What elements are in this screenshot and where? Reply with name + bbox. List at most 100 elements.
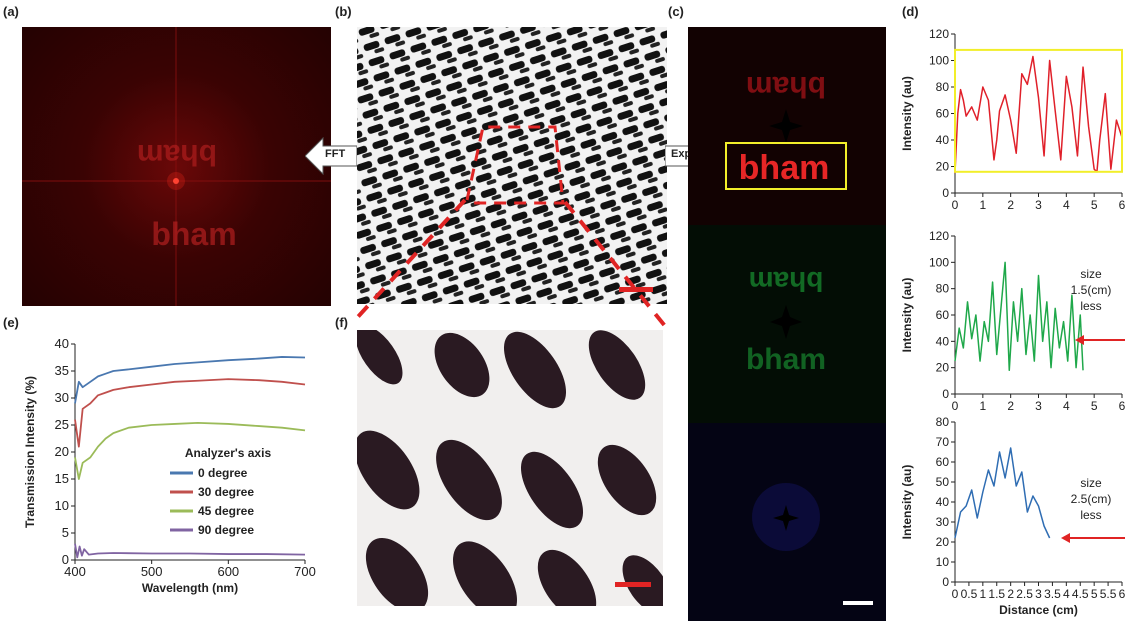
- experiment-images-panel: bham bham bham bham: [688, 27, 886, 621]
- blue-star-icon: [773, 505, 799, 531]
- y-tick-label: 80: [936, 415, 950, 429]
- x-tick-label: 4: [1063, 198, 1070, 212]
- normal-text: bham: [151, 216, 236, 252]
- x-tick-label: 3.5: [1044, 587, 1061, 601]
- annotation-size: size: [1080, 476, 1102, 490]
- x-tick-label: 5.5: [1100, 587, 1117, 601]
- fft-image-panel: bham bham: [22, 27, 331, 306]
- x-tick-label: 2: [1007, 198, 1014, 212]
- zoom-image: [357, 330, 663, 606]
- x-tick-label: 6: [1119, 399, 1126, 413]
- y-axis-title: Intensity (au): [900, 278, 914, 353]
- legend-label-3: 90 degree: [198, 523, 254, 537]
- panel-label-a: (a): [3, 4, 19, 19]
- chart-e: 0 5 10 15 20 25 30 35 40 400 500 600 700 Transmission…: [23, 336, 316, 595]
- y-tick-label: 40: [936, 133, 950, 147]
- series-line-0: [74, 356, 306, 404]
- y-tick-label: 60: [936, 308, 950, 322]
- y-tick-label: 20: [936, 535, 950, 549]
- scale-bar-f: [615, 582, 651, 587]
- y-tick-label: 40: [936, 334, 950, 348]
- annotation-less: less: [1080, 299, 1101, 313]
- x-tick-label: 0: [952, 198, 959, 212]
- y-tick-label: 20: [936, 361, 950, 375]
- x-tick-label: 5: [1091, 198, 1098, 212]
- pointer-arrow-head-icon: [1075, 335, 1084, 345]
- y-axis-title: Transmission Intensity (%): [23, 376, 37, 528]
- y-tick-label: 120: [929, 27, 949, 41]
- x-tick-label: 700: [294, 564, 316, 579]
- x-tick-label: 6: [1119, 587, 1126, 601]
- y-tick-label: 120: [929, 229, 949, 243]
- x-tick-label: 4: [1063, 587, 1070, 601]
- x-tick-label: 1: [979, 198, 986, 212]
- y-tick-label: 5: [62, 525, 69, 540]
- x-tick-label: 600: [217, 564, 239, 579]
- y-tick-label: 20: [55, 444, 69, 459]
- y-tick-label: 35: [55, 363, 69, 378]
- hologram-image: [357, 27, 667, 304]
- panel-label-f: (f): [335, 315, 348, 330]
- y-tick-label: 30: [936, 515, 950, 529]
- red-mirrored-text: bham: [746, 70, 826, 103]
- zoom-guides: [355, 198, 667, 328]
- x-tick-label: 0: [952, 587, 959, 601]
- x-tick-label: 1: [979, 399, 986, 413]
- annotation-less: less: [1080, 508, 1101, 522]
- x-tick-label: 2: [1007, 399, 1014, 413]
- experiment-images: bham bham bham bham: [688, 27, 886, 621]
- y-axis-title: Intensity (au): [900, 465, 914, 540]
- annotation-value: 2.5(cm): [1071, 492, 1112, 506]
- green-mirrored-text: bham: [749, 266, 824, 297]
- series-line-1: [74, 378, 306, 448]
- legend-title: Analyzer's axis: [185, 446, 272, 460]
- x-tick-label: 4.5: [1072, 587, 1089, 601]
- x-axis-title: Wavelength (nm): [142, 581, 238, 595]
- y-tick-label: 60: [936, 455, 950, 469]
- zoom-image-panel: [357, 330, 663, 606]
- legend-label-0: 0 degree: [198, 466, 248, 480]
- y-tick-label: 80: [936, 282, 950, 296]
- yellow-highlight-box: [954, 48, 1123, 173]
- panel-label-d: (d): [902, 4, 919, 19]
- y-tick-label: 40: [55, 336, 69, 351]
- y-tick-label: 50: [936, 475, 950, 489]
- red-normal-text: bham: [739, 149, 830, 187]
- y-axis-title: Intensity (au): [900, 76, 914, 151]
- y-tick-label: 80: [936, 80, 950, 94]
- y-tick-label: 60: [936, 107, 950, 121]
- y-tick-label: 40: [936, 495, 950, 509]
- y-tick-label: 100: [929, 54, 949, 68]
- pointer-arrow-head-icon: [1061, 533, 1070, 543]
- fft-arrow-label: FFT: [325, 148, 346, 160]
- x-tick-label: 1.5: [988, 587, 1005, 601]
- legend-label-2: 45 degree: [198, 504, 254, 518]
- x-tick-label: 5: [1091, 399, 1098, 413]
- series-line-3: [74, 543, 306, 559]
- x-tick-label: 5: [1091, 587, 1098, 601]
- panel-label-e: (e): [3, 315, 19, 330]
- x-tick-label: 500: [141, 564, 163, 579]
- chart-d-top: 0 20 40 60 80 100 120 0 1 2 3 4 5 6 Intensity (au): [900, 27, 1126, 212]
- x-tick-label: 1: [979, 587, 986, 601]
- y-tick-label: 0: [62, 552, 69, 567]
- panel-label-b: (b): [335, 4, 352, 19]
- x-tick-label: 3: [1035, 399, 1042, 413]
- series-line-0: [954, 447, 1051, 539]
- y-tick-label: 10: [936, 555, 950, 569]
- panel-label-c: (c): [668, 4, 684, 19]
- scale-bar-b: [619, 287, 653, 292]
- scale-bar-c: [843, 601, 873, 605]
- x-tick-label: 4: [1063, 399, 1070, 413]
- x-tick-label: 3: [1035, 198, 1042, 212]
- series-line-0: [954, 261, 1084, 372]
- x-axis-title: Distance (cm): [999, 603, 1078, 617]
- y-tick-label: 100: [929, 255, 949, 269]
- series-line-2: [74, 421, 306, 480]
- x-tick-label: 0: [952, 399, 959, 413]
- mirrored-text: bham: [137, 138, 217, 171]
- x-tick-label: 0.5: [961, 587, 978, 601]
- green-star-icon: [770, 305, 802, 339]
- fft-arrow: FFT: [304, 136, 358, 176]
